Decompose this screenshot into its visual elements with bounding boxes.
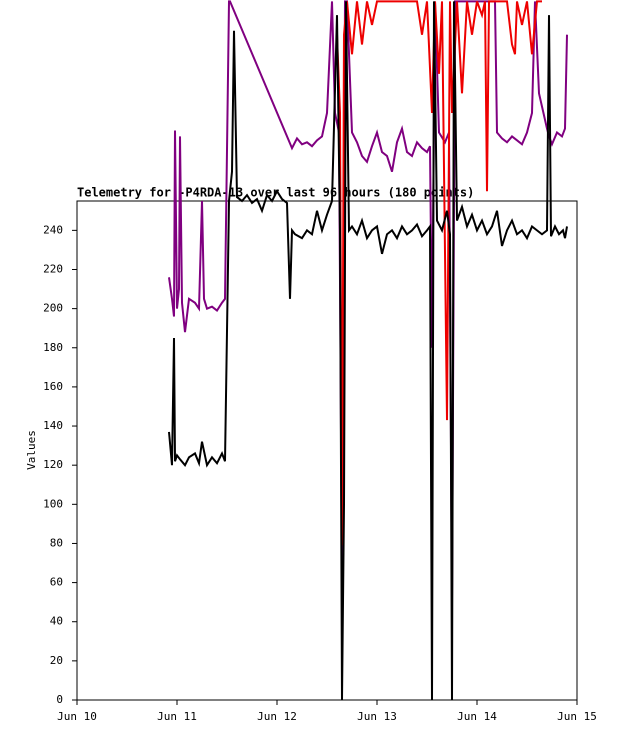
x-tick-label: Jun 11 — [157, 710, 197, 723]
line-series — [168, 0, 568, 603]
y-tick-label: 180 — [43, 341, 63, 354]
y-axis-label: Values — [25, 430, 38, 470]
y-tick-label: 60 — [50, 576, 63, 589]
x-tick-label: Jun 15 — [557, 710, 597, 723]
x-tick-label: Jun 12 — [257, 710, 297, 723]
y-tick-label: 120 — [43, 458, 63, 471]
plot-frame — [76, 200, 578, 701]
x-tick-label: Jun 13 — [357, 710, 397, 723]
x-tick-label: Jun 14 — [457, 710, 497, 723]
y-tick-label: 160 — [43, 380, 63, 393]
line-series — [336, 0, 542, 546]
y-tick-label: 240 — [43, 223, 63, 236]
y-tick-label: 80 — [50, 536, 63, 549]
y-tick-label: 220 — [43, 262, 63, 275]
y-tick-label: 200 — [43, 302, 63, 315]
y-tick-label: 20 — [50, 654, 63, 667]
y-tick-label: 100 — [43, 497, 63, 510]
y-tick-label: 140 — [43, 419, 63, 432]
y-tick-label: 0 — [56, 693, 63, 706]
y-tick-label: 40 — [50, 615, 63, 628]
line-series — [168, 1, 568, 701]
x-tick-label: Jun 10 — [57, 710, 97, 723]
